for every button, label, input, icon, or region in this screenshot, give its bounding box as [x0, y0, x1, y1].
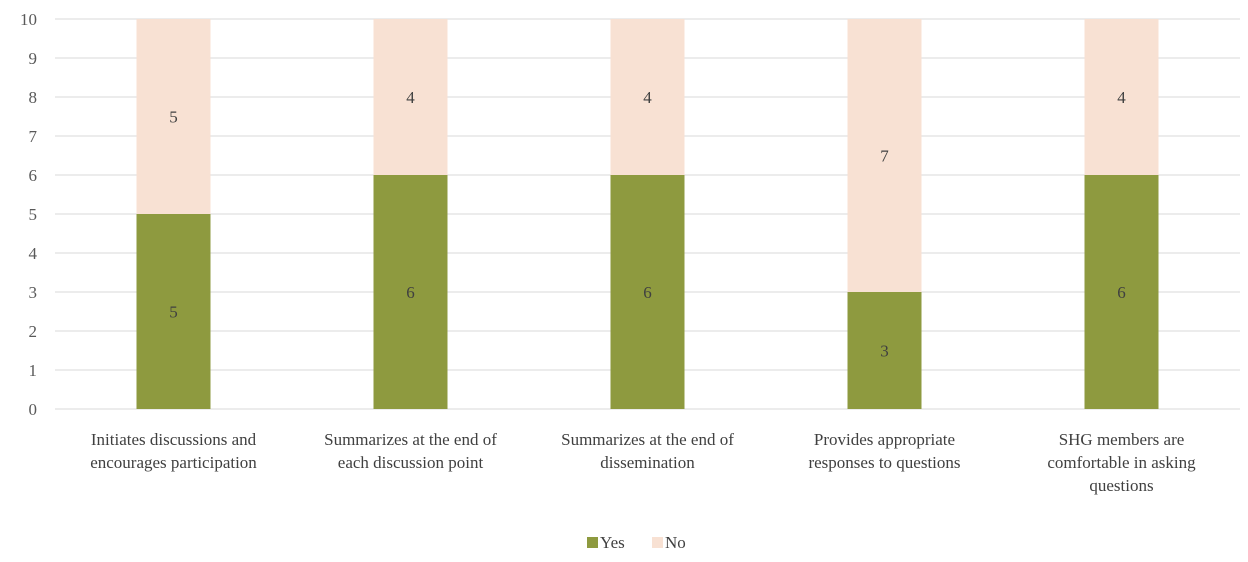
category-label: SHG members are comfortable in asking ques…	[1047, 430, 1196, 495]
category-label-line: responses to questions	[808, 453, 960, 472]
data-label: 4	[1117, 88, 1126, 107]
legend-label-no: No	[665, 533, 686, 552]
y-tick-label: 6	[29, 166, 38, 185]
category-label: Provides appropriate responses to questio…	[808, 430, 960, 472]
bar-yes	[1084, 175, 1159, 409]
legend-swatch-yes	[587, 537, 598, 548]
bar-no	[136, 19, 211, 214]
bar-no	[1084, 19, 1159, 175]
bar-yes	[373, 175, 448, 409]
y-tick-label: 9	[29, 49, 38, 68]
category-label-line: SHG members are	[1059, 430, 1185, 449]
bar-yes	[136, 214, 211, 409]
y-tick-label: 0	[29, 400, 38, 419]
category-label-line: each discussion point	[338, 453, 484, 472]
x-axis-categories: Initiates discussions and encourages part…	[90, 430, 1196, 495]
y-tick-label: 1	[29, 361, 38, 380]
data-label: 7	[880, 147, 889, 166]
y-tick-label: 8	[29, 88, 38, 107]
bar-no	[610, 19, 685, 175]
data-label: 5	[169, 108, 178, 127]
category-label: Summarizes at the end of each discussion …	[324, 430, 497, 472]
data-labels: 5 5 6 4 6 4 3 7 6 4	[169, 88, 1126, 361]
category-label-line: Summarizes at the end of	[561, 430, 734, 449]
bar-no	[373, 19, 448, 175]
bar-no	[847, 19, 922, 292]
bars	[136, 19, 1159, 409]
y-tick-label: 5	[29, 205, 38, 224]
y-tick-label: 10	[20, 10, 37, 29]
category-label-line: Summarizes at the end of	[324, 430, 497, 449]
data-label: 5	[169, 303, 178, 322]
category-label-line: questions	[1089, 476, 1153, 495]
legend-label-yes: Yes	[600, 533, 625, 552]
category-label-line: comfortable in asking	[1047, 453, 1196, 472]
y-tick-label: 7	[29, 127, 38, 146]
legend: Yes No	[587, 533, 686, 552]
category-label-line: Provides appropriate	[814, 430, 955, 449]
category-label-line: encourages participation	[90, 453, 257, 472]
data-label: 6	[643, 283, 652, 302]
data-label: 6	[1117, 283, 1126, 302]
y-axis-ticks: 0 1 2 3 4 5 6 7 8 9 10	[20, 10, 38, 419]
data-label: 6	[406, 283, 415, 302]
y-tick-label: 4	[29, 244, 38, 263]
legend-swatch-no	[652, 537, 663, 548]
category-label: Summarizes at the end of dissemination	[561, 430, 734, 472]
category-label-line: Initiates discussions and	[91, 430, 257, 449]
data-label: 3	[880, 342, 889, 361]
bar-yes	[610, 175, 685, 409]
data-label: 4	[406, 88, 415, 107]
y-tick-label: 2	[29, 322, 38, 341]
data-label: 4	[643, 88, 652, 107]
category-label: Initiates discussions and encourages part…	[90, 430, 257, 472]
category-label-line: dissemination	[600, 453, 695, 472]
bar-yes	[847, 292, 922, 409]
y-tick-label: 3	[29, 283, 38, 302]
